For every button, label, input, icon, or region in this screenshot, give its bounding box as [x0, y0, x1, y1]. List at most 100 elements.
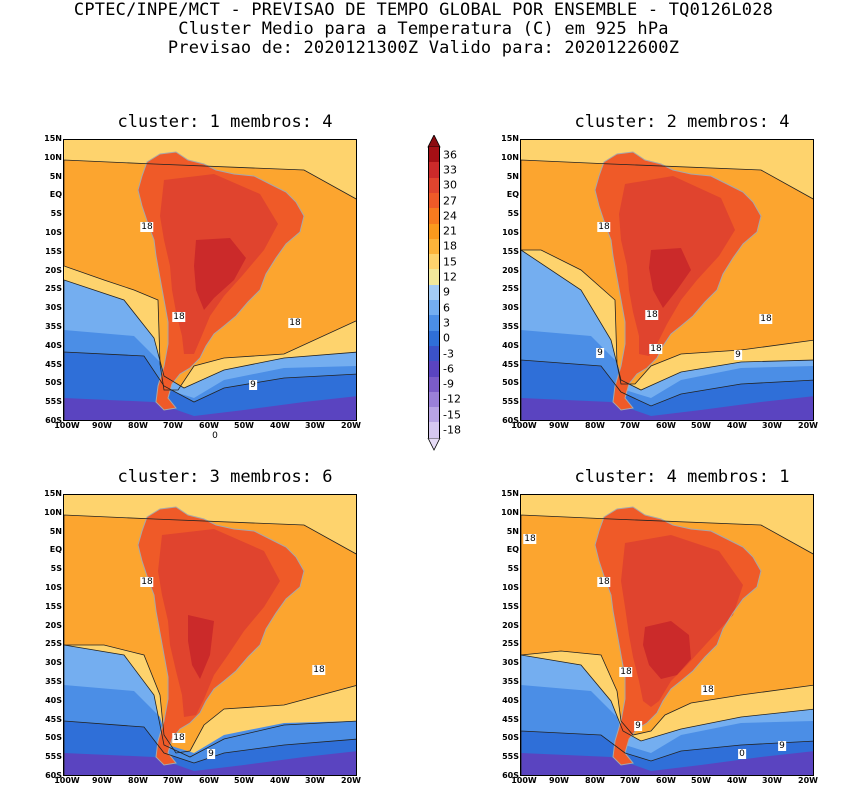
lon-tick-label: 80W [128, 421, 148, 430]
contour-label: 18 [701, 685, 715, 695]
colorbar-segment [428, 284, 440, 301]
contour-label: 18 [645, 310, 659, 320]
lat-tick-label: 15N [44, 489, 62, 498]
colorbar-segment [428, 300, 440, 316]
colorbar-level-label: 6 [443, 301, 450, 315]
colorbar-level-label: 36 [443, 148, 457, 162]
lon-tick-label: 100W [511, 776, 537, 785]
lon-tick-label: 80W [128, 776, 148, 785]
lat-tick-label: 60S [45, 416, 62, 425]
contour-label: 9 [734, 350, 742, 360]
contour-9 [64, 644, 356, 775]
lon-tick-label: 20W [798, 421, 818, 430]
lat-tick-label: 15N [44, 134, 62, 143]
lat-tick-label: 40S [502, 695, 519, 705]
map-panel-cluster-2: 15N 10N 5N EQ 5S 10S 15S 20S 25S 30S 35S 40S 45S 50S 5… [494, 134, 818, 430]
lat-tick-label: 30S [502, 303, 519, 313]
colorbar-segment [428, 147, 440, 163]
lon-tick-label: 70W [620, 421, 640, 430]
colorbar-segment [428, 376, 440, 393]
colorbar-level-label: 33 [443, 163, 457, 177]
colorbar-level-label: 27 [443, 194, 457, 208]
lon-tick-label: 90W [92, 776, 112, 785]
lat-tick-label: 20S [502, 265, 519, 275]
lon-tick-label: 40W [270, 776, 290, 785]
lat-tick-label: 25S [502, 639, 519, 649]
contour-0 [521, 730, 813, 775]
colorbar-level-label: -9 [443, 377, 454, 391]
colorbar-level-label: 9 [443, 285, 450, 299]
contour-label: 18 [140, 222, 154, 232]
lon-tick-label: 40W [270, 421, 290, 430]
lat-tick-label: 40S [45, 695, 62, 705]
lat-tick-label: 40S [45, 340, 62, 350]
colorbar-level-label: -15 [443, 408, 461, 422]
lon-tick-label: 30W [305, 421, 325, 430]
lat-tick-label: 10N [501, 152, 519, 162]
colorbar-segment [428, 269, 440, 286]
contour-label: 18 [288, 318, 302, 328]
contour-label: 9 [634, 721, 642, 731]
lon-tick-label: 100W [54, 776, 80, 785]
lat-tick-label: 5S [50, 209, 62, 219]
lat-tick-label: 10N [501, 507, 519, 517]
lat-tick-label: 10S [502, 583, 519, 592]
map-area [63, 494, 357, 776]
lat-tick-label: 20S [502, 620, 519, 630]
lat-tick-label: 55S [45, 752, 62, 762]
lat-tick-label: 55S [502, 397, 519, 407]
colorbar-level-label: 12 [443, 270, 457, 284]
lat-tick-label: 45S [502, 359, 519, 369]
title-line-2: Cluster Medio para a Temperatura (C) em … [178, 19, 669, 39]
map-area [520, 139, 814, 421]
lon-tick-label: 100W [54, 421, 80, 430]
colorbar-level-label: -18 [443, 423, 461, 437]
lon-tick-label: 100W [511, 421, 537, 430]
lat-tick-label: 15N [501, 134, 519, 143]
colorbar-segment [428, 238, 440, 255]
colorbar-segment [428, 330, 440, 347]
lon-tick-label: 40W [727, 776, 747, 785]
lat-tick-label: 5N [49, 171, 62, 181]
band-30-33 [194, 238, 246, 310]
contour-label: 18 [649, 344, 663, 354]
colorbar-level-label: 30 [443, 178, 457, 192]
contour-label: 18 [312, 665, 326, 675]
lat-tick-label: EQ [506, 190, 519, 200]
contour-18 [521, 159, 813, 385]
lat-tick-label: 50S [502, 733, 519, 743]
map-area [520, 494, 814, 776]
lat-tick-label: 5N [506, 526, 519, 536]
contour-label: 18 [172, 733, 186, 743]
lat-tick-label: 50S [45, 733, 62, 743]
lon-tick-label: 30W [305, 776, 325, 785]
colorbar-level-label: 24 [443, 209, 457, 223]
colorbar-segment [428, 177, 440, 194]
lat-tick-label: EQ [49, 190, 62, 200]
lat-tick-label: 15S [45, 246, 62, 256]
map-panel-cluster-3: 15N 10N 5N EQ 5S 10S 15S 20S 25S 30S 35S 40S 45S 50S 5… [37, 489, 361, 785]
lon-tick-label: 80W [585, 776, 605, 785]
colorbar-segment [428, 315, 440, 332]
colorbar-segment [428, 422, 440, 439]
contour-label: 9 [249, 380, 257, 390]
lon-tick-label: 60W [656, 776, 676, 785]
colorbar-level-label: -3 [443, 347, 454, 361]
temperature-field [64, 495, 356, 775]
lon-tick-label: 80W [585, 421, 605, 430]
lat-tick-label: 30S [502, 658, 519, 668]
colorbar-level-label: -12 [443, 392, 461, 406]
lat-tick-label: 5N [49, 526, 62, 536]
lat-tick-label: 35S [502, 677, 519, 686]
colorbar-segment [428, 345, 440, 362]
contour-label: 9 [207, 749, 215, 759]
continent-outline [594, 506, 762, 766]
lon-tick-label: 60W [199, 776, 219, 785]
lon-tick-label: 20W [341, 421, 361, 430]
panel-2-title: cluster: 2 membros: 4 [574, 112, 790, 132]
contour-9 [521, 249, 813, 420]
contour-label: 18 [172, 312, 186, 322]
lat-tick-label: 60S [502, 771, 519, 780]
lat-tick-label: 30S [45, 658, 62, 668]
contour-label: 18 [619, 667, 633, 677]
